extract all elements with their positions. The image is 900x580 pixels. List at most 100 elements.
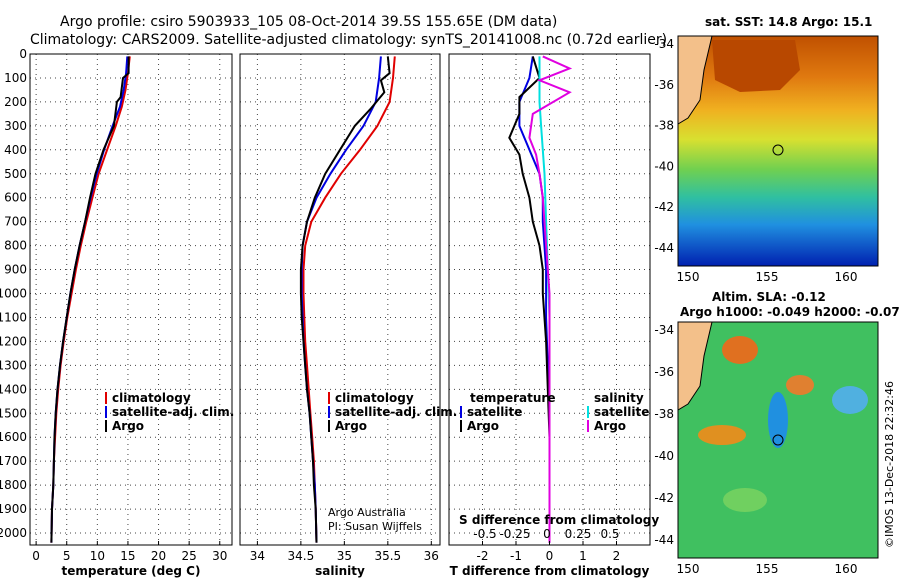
difference-legend: temperature satellite Argo salinity sate… — [460, 391, 649, 433]
legend-climatology: climatology — [335, 391, 414, 405]
y-tick-label: 300 — [4, 119, 27, 133]
s-diff-tick-labels: -0.5 -0.25 0 0.25 0.5 — [473, 527, 619, 541]
lon-tick-label: 150 — [677, 270, 700, 284]
x-tick-label: 10 — [90, 549, 105, 563]
x-tick-label: 0 — [546, 549, 554, 563]
legend-satellite: satellite-adj. clim. — [335, 405, 457, 419]
series-climatology — [50, 56, 131, 543]
sst-warm-core — [712, 40, 800, 92]
x-tick-label: 0 — [32, 549, 40, 563]
imos-watermark: ©IMOS 13-Dec-2018 22:32:46 — [883, 381, 896, 548]
y-tick-label: 400 — [4, 143, 27, 157]
sst-map — [677, 35, 879, 267]
x-tick-label: -2 — [477, 549, 489, 563]
s-tick-label: -0.25 — [499, 527, 530, 541]
y-tick-label: 1400 — [0, 382, 27, 396]
x-tick-label: -1 — [510, 549, 522, 563]
legend-s-title: salinity — [594, 391, 644, 405]
temperature-panel: 0 5 10 15 20 25 300100200300400500600700800900… — [0, 47, 233, 578]
s-tick-label: -0.5 — [473, 527, 496, 541]
legend-argo: Argo — [335, 419, 367, 433]
lon-tick-label: 150 — [677, 562, 700, 576]
lat-tick-label: -36 — [654, 365, 674, 379]
x-axis-label: temperature (deg C) — [62, 564, 201, 578]
y-tick-label: 1200 — [0, 334, 27, 348]
sla-map-ticks: -34 -36 -38 -40 -42 -44 150 155 160 — [654, 323, 857, 576]
sla-anomaly-high-3 — [786, 375, 814, 395]
legend-t-title: temperature — [470, 391, 555, 405]
legend-s-satellite: satellite — [594, 405, 649, 419]
legend-s-argo: Argo — [594, 419, 626, 433]
series-argo — [299, 56, 391, 543]
lon-tick-label: 155 — [756, 270, 779, 284]
lat-tick-label: -42 — [654, 491, 674, 505]
lat-tick-label: -34 — [654, 323, 674, 337]
s-tick-label: 0 — [543, 527, 551, 541]
sla-map-title-2: Argo h1000: -0.049 h2000: -0.076 — [680, 305, 900, 319]
series-t-argo — [508, 56, 551, 543]
sla-anomaly-high-1 — [722, 336, 758, 364]
lat-tick-label: -44 — [654, 241, 674, 255]
series-t-satellite — [518, 56, 551, 543]
y-tick-label: 1100 — [0, 310, 27, 324]
lat-tick-label: -42 — [654, 200, 674, 214]
credit-line-1: Argo Australia — [328, 506, 406, 519]
y-tick-label: 900 — [4, 263, 27, 277]
sla-anomaly-high-2 — [698, 425, 746, 445]
salinity-legend: climatology satellite-adj. clim. Argo — [328, 391, 457, 433]
x-axis-label: T difference from climatology — [450, 564, 650, 578]
sla-anomaly-low-1 — [768, 392, 788, 448]
sst-map-title: sat. SST: 14.8 Argo: 15.1 — [705, 15, 872, 29]
series-s-satellite — [538, 56, 551, 543]
sla-map-title-1: Altim. SLA: -0.12 — [712, 290, 826, 304]
y-tick-label: 200 — [4, 95, 27, 109]
series-climatology — [302, 56, 396, 543]
legend-argo: Argo — [112, 419, 144, 433]
lon-tick-label: 155 — [756, 562, 779, 576]
x-tick-label: 2 — [613, 549, 621, 563]
y-tick-label: 1900 — [0, 502, 27, 516]
x-tick-label: 35.5 — [374, 549, 401, 563]
legend-satellite: satellite-adj. clim. — [112, 405, 234, 419]
x-tick-label: 25 — [182, 549, 197, 563]
lon-tick-label: 160 — [835, 562, 858, 576]
y-tick-label: 800 — [4, 239, 27, 253]
sla-argo-marker — [772, 434, 784, 446]
sla-map — [677, 321, 879, 559]
sla-anomaly-low-2 — [832, 386, 868, 414]
legend-t-argo: Argo — [467, 419, 499, 433]
x-tick-label: 34.5 — [288, 549, 315, 563]
figure-title-2: Climatology: CARS2009. Satellite-adjuste… — [30, 32, 667, 48]
y-tick-label: 100 — [4, 71, 27, 85]
y-tick-label: 1500 — [0, 406, 27, 420]
y-tick-label: 1600 — [0, 430, 27, 444]
s-diff-axis-label: S difference from climatology — [459, 513, 659, 527]
lat-tick-label: -44 — [654, 533, 674, 547]
lon-tick-label: 160 — [835, 270, 858, 284]
y-tick-label: 2000 — [0, 526, 27, 540]
y-tick-label: 1000 — [0, 287, 27, 301]
y-tick-label: 500 — [4, 167, 27, 181]
x-tick-label: 5 — [63, 549, 71, 563]
s-tick-label: 0.5 — [600, 527, 619, 541]
plot-frame — [29, 53, 233, 546]
y-tick-label: 1300 — [0, 358, 27, 372]
sst-argo-marker — [772, 144, 784, 156]
y-tick-label: 1700 — [0, 454, 27, 468]
legend-t-satellite: satellite — [467, 405, 522, 419]
lat-tick-label: -36 — [654, 78, 674, 92]
s-tick-label: 0.25 — [565, 527, 592, 541]
x-tick-label: 15 — [120, 549, 135, 563]
x-tick-label: 30 — [212, 549, 227, 563]
series-satellite-adj-clim- — [50, 56, 129, 543]
lat-tick-label: -40 — [654, 449, 674, 463]
x-axis-label: salinity — [315, 564, 365, 578]
x-tick-label: 34 — [250, 549, 265, 563]
lat-tick-label: -40 — [654, 159, 674, 173]
difference-panel: -2 -1 0 1 2T difference from climatology — [448, 53, 651, 578]
legend-climatology: climatology — [112, 391, 191, 405]
x-tick-label: 20 — [151, 549, 166, 563]
plot-frame — [239, 53, 441, 546]
lat-tick-label: -34 — [654, 37, 674, 51]
